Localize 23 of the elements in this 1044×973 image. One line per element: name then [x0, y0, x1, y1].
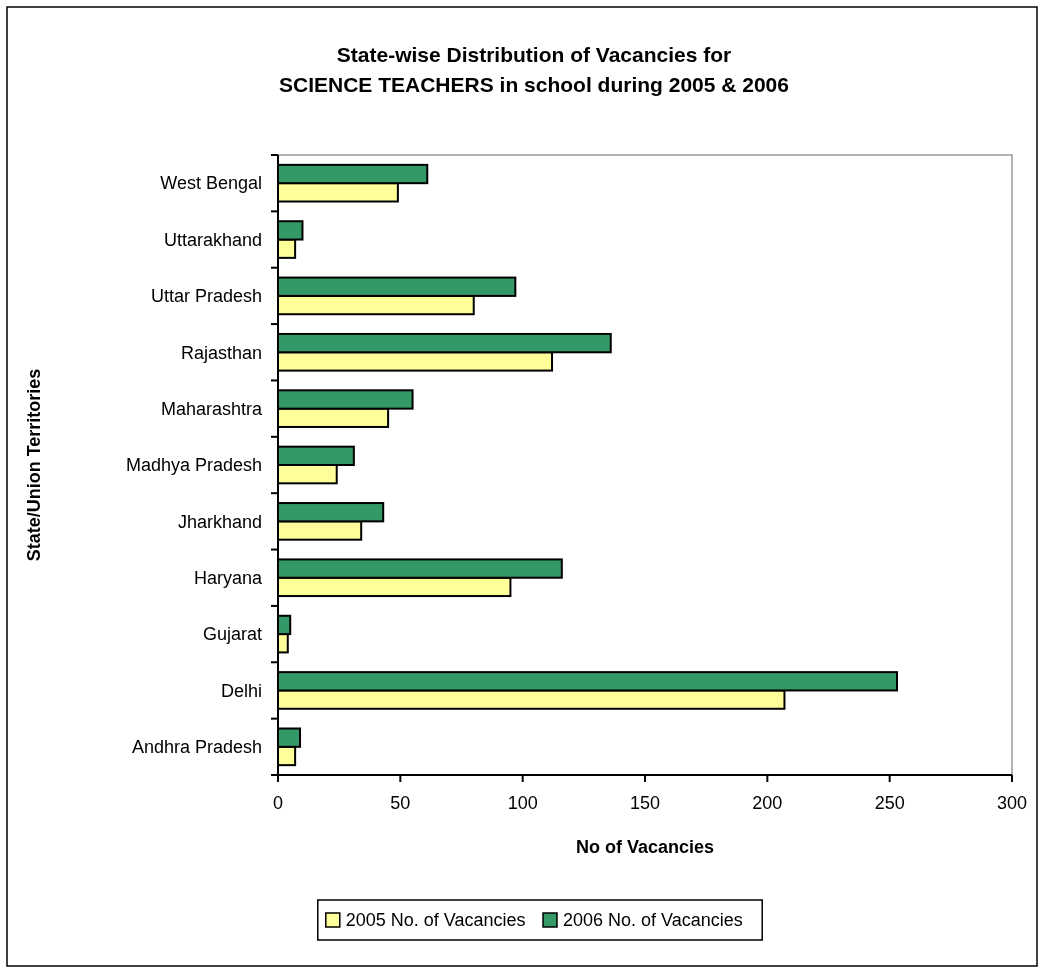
legend-label: 2006 No. of Vacancies [563, 910, 743, 931]
x-tick-label: 150 [629, 793, 661, 813]
y-tick-label: Delhi [220, 680, 262, 701]
legend-label: 2005 No. of Vacancies [345, 910, 526, 931]
y-axis-title: State/Union Territories [24, 368, 44, 562]
x-tick-label: 100 [507, 793, 538, 813]
x-tick-label: 50 [390, 793, 411, 813]
y-tick-label: Rajasthan [180, 342, 262, 363]
y-tick-label: Andhra Pradesh [131, 737, 262, 758]
y-tick-label: Uttarakhand [163, 229, 262, 250]
y-tick-label: Haryana [193, 568, 263, 589]
y-tick-label: Jharkhand [177, 511, 262, 532]
x-axis-title: No of Vacancies [575, 837, 715, 857]
chart-title: State-wise Distribution of Vacancies for SCIENCE TEACHERS in school during 2005 & 2006 [279, 43, 789, 96]
x-tick-label: 300 [996, 793, 1028, 813]
x-tick-label: 250 [874, 793, 905, 813]
y-tick-label: West Bengal [160, 173, 262, 194]
x-tick-label: 0 [272, 793, 284, 813]
x-tick-label: 200 [752, 793, 783, 813]
y-tick-label: Gujarat [202, 624, 262, 645]
y-tick-label: Maharashtra [160, 398, 263, 419]
y-tick-label: Uttar Pradesh [150, 286, 262, 307]
y-tick-label: Madhya Pradesh [125, 455, 262, 476]
